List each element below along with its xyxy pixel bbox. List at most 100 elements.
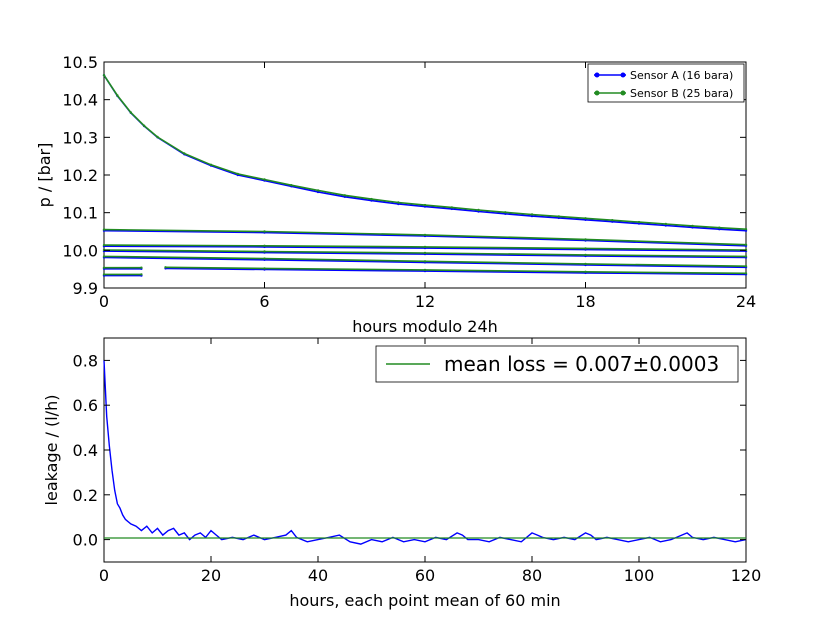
series-sensor-b-25-bara-point bbox=[423, 260, 427, 263]
series-sensor-b-25-bara-point bbox=[102, 266, 106, 269]
legend-sensor-a-label: Sensor A (16 bara) bbox=[630, 69, 733, 82]
series-sensor-b-25-bara-point bbox=[718, 226, 721, 229]
series-sensor-b-25-bara-point bbox=[343, 194, 346, 197]
pressure-y-tick-label: 10.1 bbox=[62, 204, 98, 223]
series-sensor-b-25-bara-point bbox=[744, 243, 748, 246]
series-sensor-b-25-bara-point bbox=[129, 111, 132, 114]
pressure-y-axis-label: p / [bar] bbox=[35, 143, 54, 208]
series-sensor-b-25-bara-point bbox=[584, 262, 587, 266]
series-sensor-b-25-bara-point bbox=[140, 273, 143, 276]
leakage-y-tick-label: 0.0 bbox=[73, 531, 98, 550]
series-sensor-b-25-bara-point bbox=[530, 213, 534, 216]
pressure-y-tick-label: 10.3 bbox=[62, 128, 98, 147]
pressure-y-tick-label: 9.9 bbox=[73, 279, 98, 298]
series-sensor-b-25-bara-point bbox=[423, 251, 427, 255]
series-sensor-b-25-bara-point bbox=[744, 255, 748, 258]
pressure-chart: 0 6 12 18 24 9.9 10.0 10.1 10.2 10.3 10.4 10.5 hour… bbox=[35, 53, 756, 336]
series-sensor-b-25-bara-point bbox=[477, 208, 480, 212]
series-sensor-b-25-bara-point bbox=[263, 257, 266, 260]
leakage-x-tick-label: 0 bbox=[99, 566, 109, 585]
series-sensor-b-25-bara-point bbox=[664, 222, 667, 226]
leakage-x-tick-label: 80 bbox=[522, 566, 542, 585]
leakage-series-group bbox=[103, 360, 747, 545]
series-sensor-b-25-bara-point bbox=[164, 266, 167, 269]
pressure-x-tick-label: 0 bbox=[99, 292, 109, 311]
series-sensor-b-25-bara-point bbox=[263, 250, 266, 253]
leakage-legend-box bbox=[375, 345, 739, 383]
series-sensor-b-25-bara-point bbox=[102, 243, 106, 247]
pressure-x-tick-label: 6 bbox=[259, 292, 269, 311]
pressure-axis-ticks: 0 6 12 18 24 9.9 10.0 10.1 10.2 10.3 10.4 10.5 bbox=[62, 53, 756, 311]
pressure-y-tick-label: 10.0 bbox=[62, 241, 98, 260]
leakage-x-axis-label: hours, each point mean of 60 min bbox=[289, 591, 560, 610]
series-sensor-b-25-bara-point bbox=[156, 135, 159, 139]
legend-sensor-b-marker bbox=[620, 90, 626, 96]
series-sensor-b-25-bara-point bbox=[584, 270, 587, 273]
series-sensor-b-25-bara-point bbox=[557, 215, 560, 218]
series-sensor-b-25-bara-point bbox=[263, 230, 266, 233]
series-leakage-line bbox=[103, 360, 747, 545]
series-sensor-b-25-bara-point bbox=[744, 228, 748, 231]
series-sensor-b-25-bara-point bbox=[637, 220, 641, 224]
leakage-x-tick-label: 40 bbox=[308, 566, 328, 585]
legend-sensor-a-marker bbox=[620, 72, 626, 78]
pressure-y-tick-label: 10.5 bbox=[62, 53, 98, 72]
leakage-chart: 0 20 40 60 80 100 120 0.0 0.2 0.4 0.6 0.8 hours, ea… bbox=[42, 337, 762, 610]
pressure-x-tick-label: 18 bbox=[575, 292, 595, 311]
leakage-x-tick-label: 60 bbox=[415, 566, 435, 585]
legend-sensor-b-label: Sensor B (25 bara) bbox=[630, 87, 733, 100]
series-sensor-b-25-bara-point bbox=[611, 219, 614, 222]
series-sensor-b-25-bara-point bbox=[263, 267, 266, 270]
series-sensor-b-25-bara-point bbox=[744, 272, 748, 275]
pressure-x-tick-label: 24 bbox=[736, 292, 756, 311]
leakage-y-tick-label: 0.2 bbox=[73, 486, 98, 505]
leakage-x-tick-label: 20 bbox=[201, 566, 221, 585]
pressure-y-tick-label: 10.2 bbox=[62, 166, 98, 185]
series-sensor-b-25-bara-point bbox=[584, 247, 587, 250]
series-sensor-b-25-bara-point bbox=[584, 238, 587, 241]
series-sensor-b-25-bara-point bbox=[744, 265, 748, 268]
series-sensor-b-25-bara-point bbox=[183, 152, 186, 155]
leakage-x-tick-label: 100 bbox=[624, 566, 655, 585]
leakage-x-tick-label: 120 bbox=[731, 566, 762, 585]
series-sensor-b-25-bara-point bbox=[584, 253, 587, 257]
legend-mean-loss-label: mean loss = 0.007±0.0003 bbox=[444, 352, 719, 376]
series-sensor-b-25-bara-point bbox=[290, 184, 293, 187]
series-sensor-b-25-bara-point bbox=[116, 94, 119, 97]
series-sensor-b-25-bara-point bbox=[397, 201, 400, 204]
series-sensor-b-25-bara-point bbox=[236, 172, 239, 176]
series-sensor-b-25-bara-point bbox=[142, 124, 146, 127]
series-sensor-b-25-bara-point bbox=[450, 206, 453, 209]
legend-sensor-a-marker bbox=[594, 72, 600, 78]
series-sensor-b-25-bara-point bbox=[102, 273, 106, 276]
series-sensor-b-25-bara-point bbox=[370, 197, 373, 201]
series-sensor-b-25-bara-point bbox=[102, 74, 106, 77]
series-sensor-b-25-bara-point bbox=[263, 244, 266, 247]
pressure-legend: Sensor A (16 bara) Sensor B (25 bara) bbox=[587, 63, 745, 103]
leakage-y-tick-label: 0.6 bbox=[73, 396, 98, 415]
pressure-x-tick-label: 12 bbox=[415, 292, 435, 311]
series-sensor-b-25-bara-point bbox=[691, 224, 694, 228]
pressure-legend-box bbox=[587, 63, 745, 103]
legend-sensor-b-marker bbox=[594, 90, 600, 96]
series-sensor-b-25-bara-point bbox=[504, 211, 507, 214]
pressure-series-group bbox=[102, 74, 748, 277]
pressure-x-axis-label: hours modulo 24h bbox=[352, 317, 498, 336]
series-sensor-b-25-bara-point bbox=[102, 255, 106, 258]
series-sensor-b-25-bara-point bbox=[584, 217, 587, 220]
series-sensor-b-25-bara-point bbox=[102, 228, 106, 231]
series-sensor-b-25-bara-point bbox=[140, 266, 143, 269]
leakage-legend: mean loss = 0.007±0.0003 bbox=[375, 345, 739, 383]
leakage-y-axis-label: leakage / (l/h) bbox=[42, 395, 61, 506]
series-sensor-b-25-bara-point bbox=[423, 203, 427, 207]
series-sensor-b-25-bara-point bbox=[209, 163, 213, 166]
series-sensor-b-25-bara-point bbox=[423, 245, 427, 249]
pressure-y-tick-label: 10.4 bbox=[62, 91, 98, 110]
series-sensor-b-25-bara-point bbox=[423, 268, 427, 272]
leakage-axis-ticks: 0 20 40 60 80 100 120 0.0 0.2 0.4 0.6 0.8 bbox=[73, 338, 762, 585]
series-sensor-b-25-bara-point bbox=[263, 178, 266, 181]
leakage-y-tick-label: 0.4 bbox=[73, 441, 98, 460]
series-sensor-b-25-bara-point bbox=[316, 189, 320, 192]
